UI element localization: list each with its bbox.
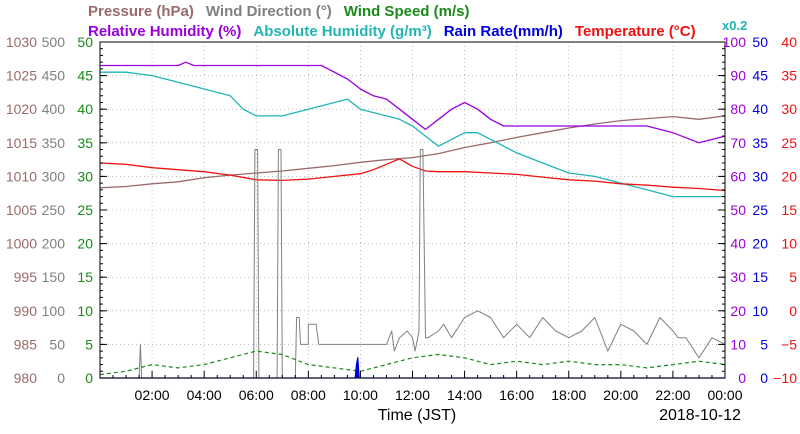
x-tick-label: 16:00 bbox=[499, 387, 534, 403]
y-tick-label-rain-rate: 20 bbox=[752, 236, 768, 252]
y-tick-label-wind-speed: 5 bbox=[85, 336, 93, 352]
y-tick-label-wind-direction: 0 bbox=[57, 370, 65, 386]
y-tick-label-humidity: 80 bbox=[730, 101, 746, 117]
x-tick-label: 22:00 bbox=[655, 387, 690, 403]
y-tick-label-wind-direction: 50 bbox=[49, 336, 65, 352]
y-tick-label-humidity: 70 bbox=[730, 135, 746, 151]
y-tick-label-wind-direction: 150 bbox=[42, 269, 66, 285]
series-wind-direction bbox=[100, 149, 726, 379]
y-tick-label-rain-rate: 0 bbox=[760, 370, 768, 386]
y-tick-label-rain-rate: 35 bbox=[752, 135, 768, 151]
y-tick-label-rain-rate: 50 bbox=[752, 34, 768, 50]
legend-item: Rain Rate(mm/h) bbox=[444, 23, 563, 40]
y-tick-label-wind-speed: 35 bbox=[77, 135, 93, 151]
y-tick-label-temperature: 0 bbox=[789, 303, 797, 319]
y-tick-label-wind-speed: 25 bbox=[77, 202, 93, 218]
y-tick-label-pressure: 990 bbox=[14, 303, 38, 319]
y-tick-label-rain-rate: 25 bbox=[752, 202, 768, 218]
legend: Pressure (hPa) Wind Direction (°) Wind Spe… bbox=[88, 3, 747, 40]
x-tick-label: 14:00 bbox=[447, 387, 482, 403]
y-tick-label-pressure: 1005 bbox=[6, 202, 37, 218]
y-tick-label-rain-rate: 30 bbox=[752, 168, 768, 184]
x-tick-label: 08:00 bbox=[291, 387, 326, 403]
legend-item: Wind Direction (°) bbox=[206, 3, 332, 20]
x-tick-label: 02:00 bbox=[135, 387, 170, 403]
series-pressure bbox=[99, 115, 726, 189]
y-tick-label-wind-speed: 0 bbox=[85, 370, 93, 386]
y-tick-label-temperature: 40 bbox=[781, 34, 797, 50]
y-tick-label-rain-rate: 5 bbox=[760, 336, 768, 352]
y-tick-label-wind-speed: 40 bbox=[77, 101, 93, 117]
y-tick-label-pressure: 1000 bbox=[6, 236, 37, 252]
y-tick-label-temperature: 35 bbox=[781, 68, 797, 84]
y-tick-label-pressure: 1015 bbox=[6, 135, 37, 151]
y-tick-label-temperature: 30 bbox=[781, 101, 797, 117]
y-tick-label-rain-rate: 45 bbox=[752, 68, 768, 84]
grid bbox=[100, 42, 725, 378]
legend-item: Pressure (hPa) bbox=[88, 3, 194, 20]
y-tick-label-wind-direction: 100 bbox=[42, 303, 66, 319]
y-tick-label-humidity: 0 bbox=[738, 370, 746, 386]
y-tick-label-wind-speed: 15 bbox=[77, 269, 93, 285]
y-tick-label-temperature: 15 bbox=[781, 202, 797, 218]
y-tick-label-humidity: 30 bbox=[730, 269, 746, 285]
x-tick-label: 18:00 bbox=[551, 387, 586, 403]
y-tick-label-humidity: 100 bbox=[723, 34, 747, 50]
y-tick-label-wind-direction: 300 bbox=[42, 168, 66, 184]
y-tick-label-humidity: 90 bbox=[730, 68, 746, 84]
y-tick-label-pressure: 1030 bbox=[6, 34, 37, 50]
y-tick-label-rain-rate: 15 bbox=[752, 269, 768, 285]
y-tick-label-wind-speed: 45 bbox=[77, 68, 93, 84]
y-tick-label-humidity: 10 bbox=[730, 336, 746, 352]
y-tick-label-pressure: 995 bbox=[14, 269, 38, 285]
legend-item: Relative Humidity (%) bbox=[88, 23, 241, 40]
y-tick-label-humidity: 40 bbox=[730, 236, 746, 252]
y-tick-label-pressure: 985 bbox=[14, 336, 38, 352]
y-tick-label-rain-rate: 10 bbox=[752, 303, 768, 319]
legend-item: Absolute Humidity (g/m³) bbox=[253, 23, 431, 40]
y-tick-label-temperature: 25 bbox=[781, 135, 797, 151]
y-tick-label-rain-rate: 40 bbox=[752, 101, 768, 117]
x-tick-label: 20:00 bbox=[603, 387, 638, 403]
y-tick-label-wind-direction: 200 bbox=[42, 236, 66, 252]
y-tick-label-temperature: 20 bbox=[781, 168, 797, 184]
y-tick-label-wind-direction: 500 bbox=[42, 34, 66, 50]
x-tick-label: 06:00 bbox=[239, 387, 274, 403]
y-tick-label-humidity: 50 bbox=[730, 202, 746, 218]
series-humidity bbox=[100, 61, 726, 144]
y-tick-label-wind-direction: 250 bbox=[42, 202, 66, 218]
y-tick-label-pressure: 1025 bbox=[6, 68, 37, 84]
y-tick-label-wind-direction: 350 bbox=[42, 135, 66, 151]
y-tick-label-pressure: 1020 bbox=[6, 101, 37, 117]
y-tick-label-temperature: 10 bbox=[781, 236, 797, 252]
legend-item: Wind Speed (m/s) bbox=[344, 3, 470, 20]
y-tick-label-temperature: −5 bbox=[781, 336, 797, 352]
legend-scale-note: x0.2 bbox=[722, 18, 747, 33]
y-tick-label-pressure: 980 bbox=[14, 370, 38, 386]
x-axis: 02:00 04:00 06:00 08:00 10:00 12:00 14:00 16:00… bbox=[112, 371, 743, 403]
x-axis-label: Time (JST) bbox=[378, 407, 457, 424]
y-tick-label-wind-speed: 30 bbox=[77, 168, 93, 184]
y-tick-label-wind-speed: 50 bbox=[77, 34, 93, 50]
legend-item: Temperature (°C) bbox=[575, 23, 696, 40]
y-tick-label-humidity: 20 bbox=[730, 303, 746, 319]
series-wind-speed bbox=[99, 350, 726, 376]
y-tick-label-wind-speed: 10 bbox=[77, 303, 93, 319]
y-tick-label-humidity: 60 bbox=[730, 168, 746, 184]
y-tick-label-temperature: 5 bbox=[789, 269, 797, 285]
date-label: 2018-10-12 bbox=[659, 407, 741, 424]
series-temperature bbox=[99, 158, 726, 192]
x-tick-label: 12:00 bbox=[395, 387, 430, 403]
x-tick-label: 04:00 bbox=[187, 387, 222, 403]
y-tick-label-pressure: 1010 bbox=[6, 168, 37, 184]
y-tick-label-wind-direction: 400 bbox=[42, 101, 66, 117]
x-tick-label: 00:00 bbox=[707, 387, 742, 403]
x-tick-label: 10:00 bbox=[343, 387, 378, 403]
y-tick-label-temperature: −10 bbox=[773, 370, 797, 386]
y-axes: 9809859909951000100510101015102010251030… bbox=[6, 34, 797, 386]
y-tick-label-wind-direction: 450 bbox=[42, 68, 66, 84]
y-tick-label-wind-speed: 20 bbox=[77, 236, 93, 252]
series-humidity bbox=[100, 71, 725, 198]
